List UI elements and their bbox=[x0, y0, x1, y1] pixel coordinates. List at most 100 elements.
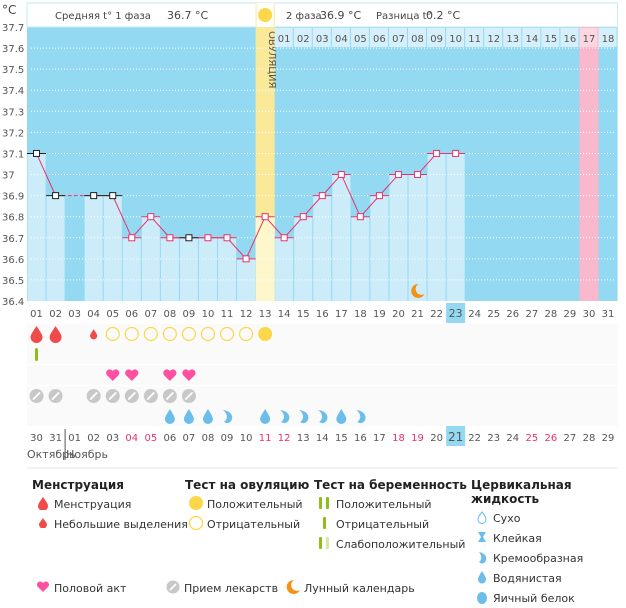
post-ovulation-cell bbox=[312, 28, 331, 47]
post-ovulation-day: 12 bbox=[487, 34, 500, 45]
temp-point bbox=[261, 213, 269, 221]
calendar-date: 03 bbox=[106, 433, 119, 444]
temp-bar bbox=[160, 237, 179, 301]
post-ovulation-cell bbox=[484, 28, 503, 47]
temp-point bbox=[128, 234, 136, 242]
post-ovulation-cell bbox=[522, 28, 541, 47]
spotting-drop-icon bbox=[32, 517, 54, 531]
ovulation-negative-icon bbox=[219, 326, 235, 342]
menstruation-drop-icon bbox=[49, 326, 62, 343]
watery-icon bbox=[164, 409, 175, 424]
legend-title: Менструация bbox=[32, 478, 124, 492]
phase2-label: 2 фаза bbox=[286, 11, 322, 22]
cycle-day-label: 14 bbox=[278, 309, 291, 320]
dry-icon bbox=[471, 510, 493, 527]
post-ovulation-day: 03 bbox=[316, 34, 329, 45]
calendar-date: 30 bbox=[30, 433, 43, 444]
symptom-row-bg bbox=[27, 344, 618, 364]
temp-line-segment bbox=[340, 174, 361, 217]
temp-point bbox=[90, 192, 98, 200]
heart-icon bbox=[163, 369, 177, 381]
symptom-row-bg bbox=[27, 324, 618, 344]
ovulation-negative-icon bbox=[185, 515, 207, 534]
post-ovulation-day: 05 bbox=[354, 34, 367, 45]
legend-pregnancy-test: Тест на беременность Положительный Отриц… bbox=[314, 478, 467, 554]
heart-icon bbox=[125, 369, 139, 381]
legend-label: Отрицательный bbox=[207, 517, 301, 531]
temp-point bbox=[318, 192, 326, 200]
post-ovulation-cell bbox=[427, 28, 446, 47]
temp-line-segment bbox=[283, 216, 304, 239]
pill-icon bbox=[162, 580, 184, 597]
calendar-date: 16 bbox=[354, 433, 367, 444]
pill-stripe bbox=[51, 392, 60, 400]
pill-stripe bbox=[146, 392, 155, 400]
cycle-day-label: 05 bbox=[106, 309, 119, 320]
moon-icon bbox=[411, 283, 425, 298]
legend-title: Тест на беременность bbox=[314, 478, 467, 492]
temp-line-segment bbox=[360, 195, 380, 218]
temp-point bbox=[109, 192, 117, 200]
post-ovulation-cell bbox=[579, 28, 598, 47]
post-ovulation-cell bbox=[331, 28, 350, 47]
cycle-day-label: 23 bbox=[449, 307, 463, 320]
legend-label: Клейкая bbox=[493, 531, 542, 545]
y-tick-label: 36.5 bbox=[2, 276, 24, 287]
temp-line-segment bbox=[302, 195, 323, 218]
post-ovulation-day: 13 bbox=[506, 34, 519, 45]
temp-point bbox=[299, 213, 307, 221]
creamy-icon bbox=[299, 410, 309, 424]
sticky-icon bbox=[471, 530, 493, 547]
phase2-value: 36.9 °C bbox=[320, 9, 361, 22]
heart-icon bbox=[182, 369, 196, 381]
temp-line-segment bbox=[36, 153, 57, 196]
temp-bar bbox=[141, 216, 160, 301]
pregnancy-negative-icon bbox=[314, 516, 336, 533]
temp-point bbox=[223, 234, 231, 242]
ovulation-positive-icon bbox=[258, 327, 273, 341]
temp-point bbox=[280, 234, 288, 242]
y-tick-label: 37.3 bbox=[2, 107, 24, 118]
cycle-day-label: 01 bbox=[30, 309, 43, 320]
temp-bar bbox=[294, 216, 313, 301]
temp-line-segment bbox=[112, 195, 133, 238]
temp-bar bbox=[179, 237, 198, 301]
post-ovulation-cell bbox=[274, 28, 293, 47]
calendar-date: 21 bbox=[448, 430, 463, 444]
calendar-date: 28 bbox=[583, 433, 596, 444]
post-ovulation-day: 01 bbox=[278, 34, 291, 45]
cycle-day-label: 18 bbox=[354, 309, 367, 320]
watery-icon bbox=[336, 409, 347, 424]
temp-bar bbox=[218, 237, 237, 301]
post-ovulation-cell bbox=[350, 28, 369, 47]
cycle-day-label: 03 bbox=[68, 309, 81, 320]
temp-point bbox=[433, 149, 441, 157]
calendar-date: 02 bbox=[87, 433, 100, 444]
cycle-day-label: 25 bbox=[487, 309, 500, 320]
cycle-day-label: 09 bbox=[183, 309, 196, 320]
post-ovulation-day: 07 bbox=[392, 34, 405, 45]
egg-white-icon bbox=[471, 590, 493, 607]
temp-point bbox=[147, 213, 155, 221]
post-ovulation-day: 18 bbox=[602, 34, 615, 45]
expected-period-column bbox=[579, 27, 599, 301]
summary-header bbox=[26, 2, 619, 28]
post-ovulation-cell bbox=[598, 28, 617, 47]
creamy-icon bbox=[471, 550, 493, 567]
month-label: Ноябрь bbox=[66, 448, 108, 461]
legend-label: Менструация bbox=[54, 497, 132, 511]
temp-line-segment bbox=[131, 216, 152, 239]
calendar-date: 19 bbox=[411, 433, 424, 444]
watery-icon bbox=[202, 409, 213, 424]
y-tick-label: 36.7 bbox=[2, 234, 24, 245]
y-tick-label: 37.5 bbox=[2, 65, 24, 76]
post-ovulation-cell bbox=[369, 28, 388, 47]
temp-bar bbox=[275, 237, 294, 301]
calendar-date: 14 bbox=[316, 433, 329, 444]
diff-value: 0.2 °C bbox=[426, 9, 460, 22]
calendar-date: 25 bbox=[525, 433, 538, 444]
cycle-day-label: 12 bbox=[240, 309, 253, 320]
temp-point bbox=[52, 192, 60, 200]
cycle-day-label: 15 bbox=[297, 309, 310, 320]
post-ovulation-cell bbox=[503, 28, 522, 47]
